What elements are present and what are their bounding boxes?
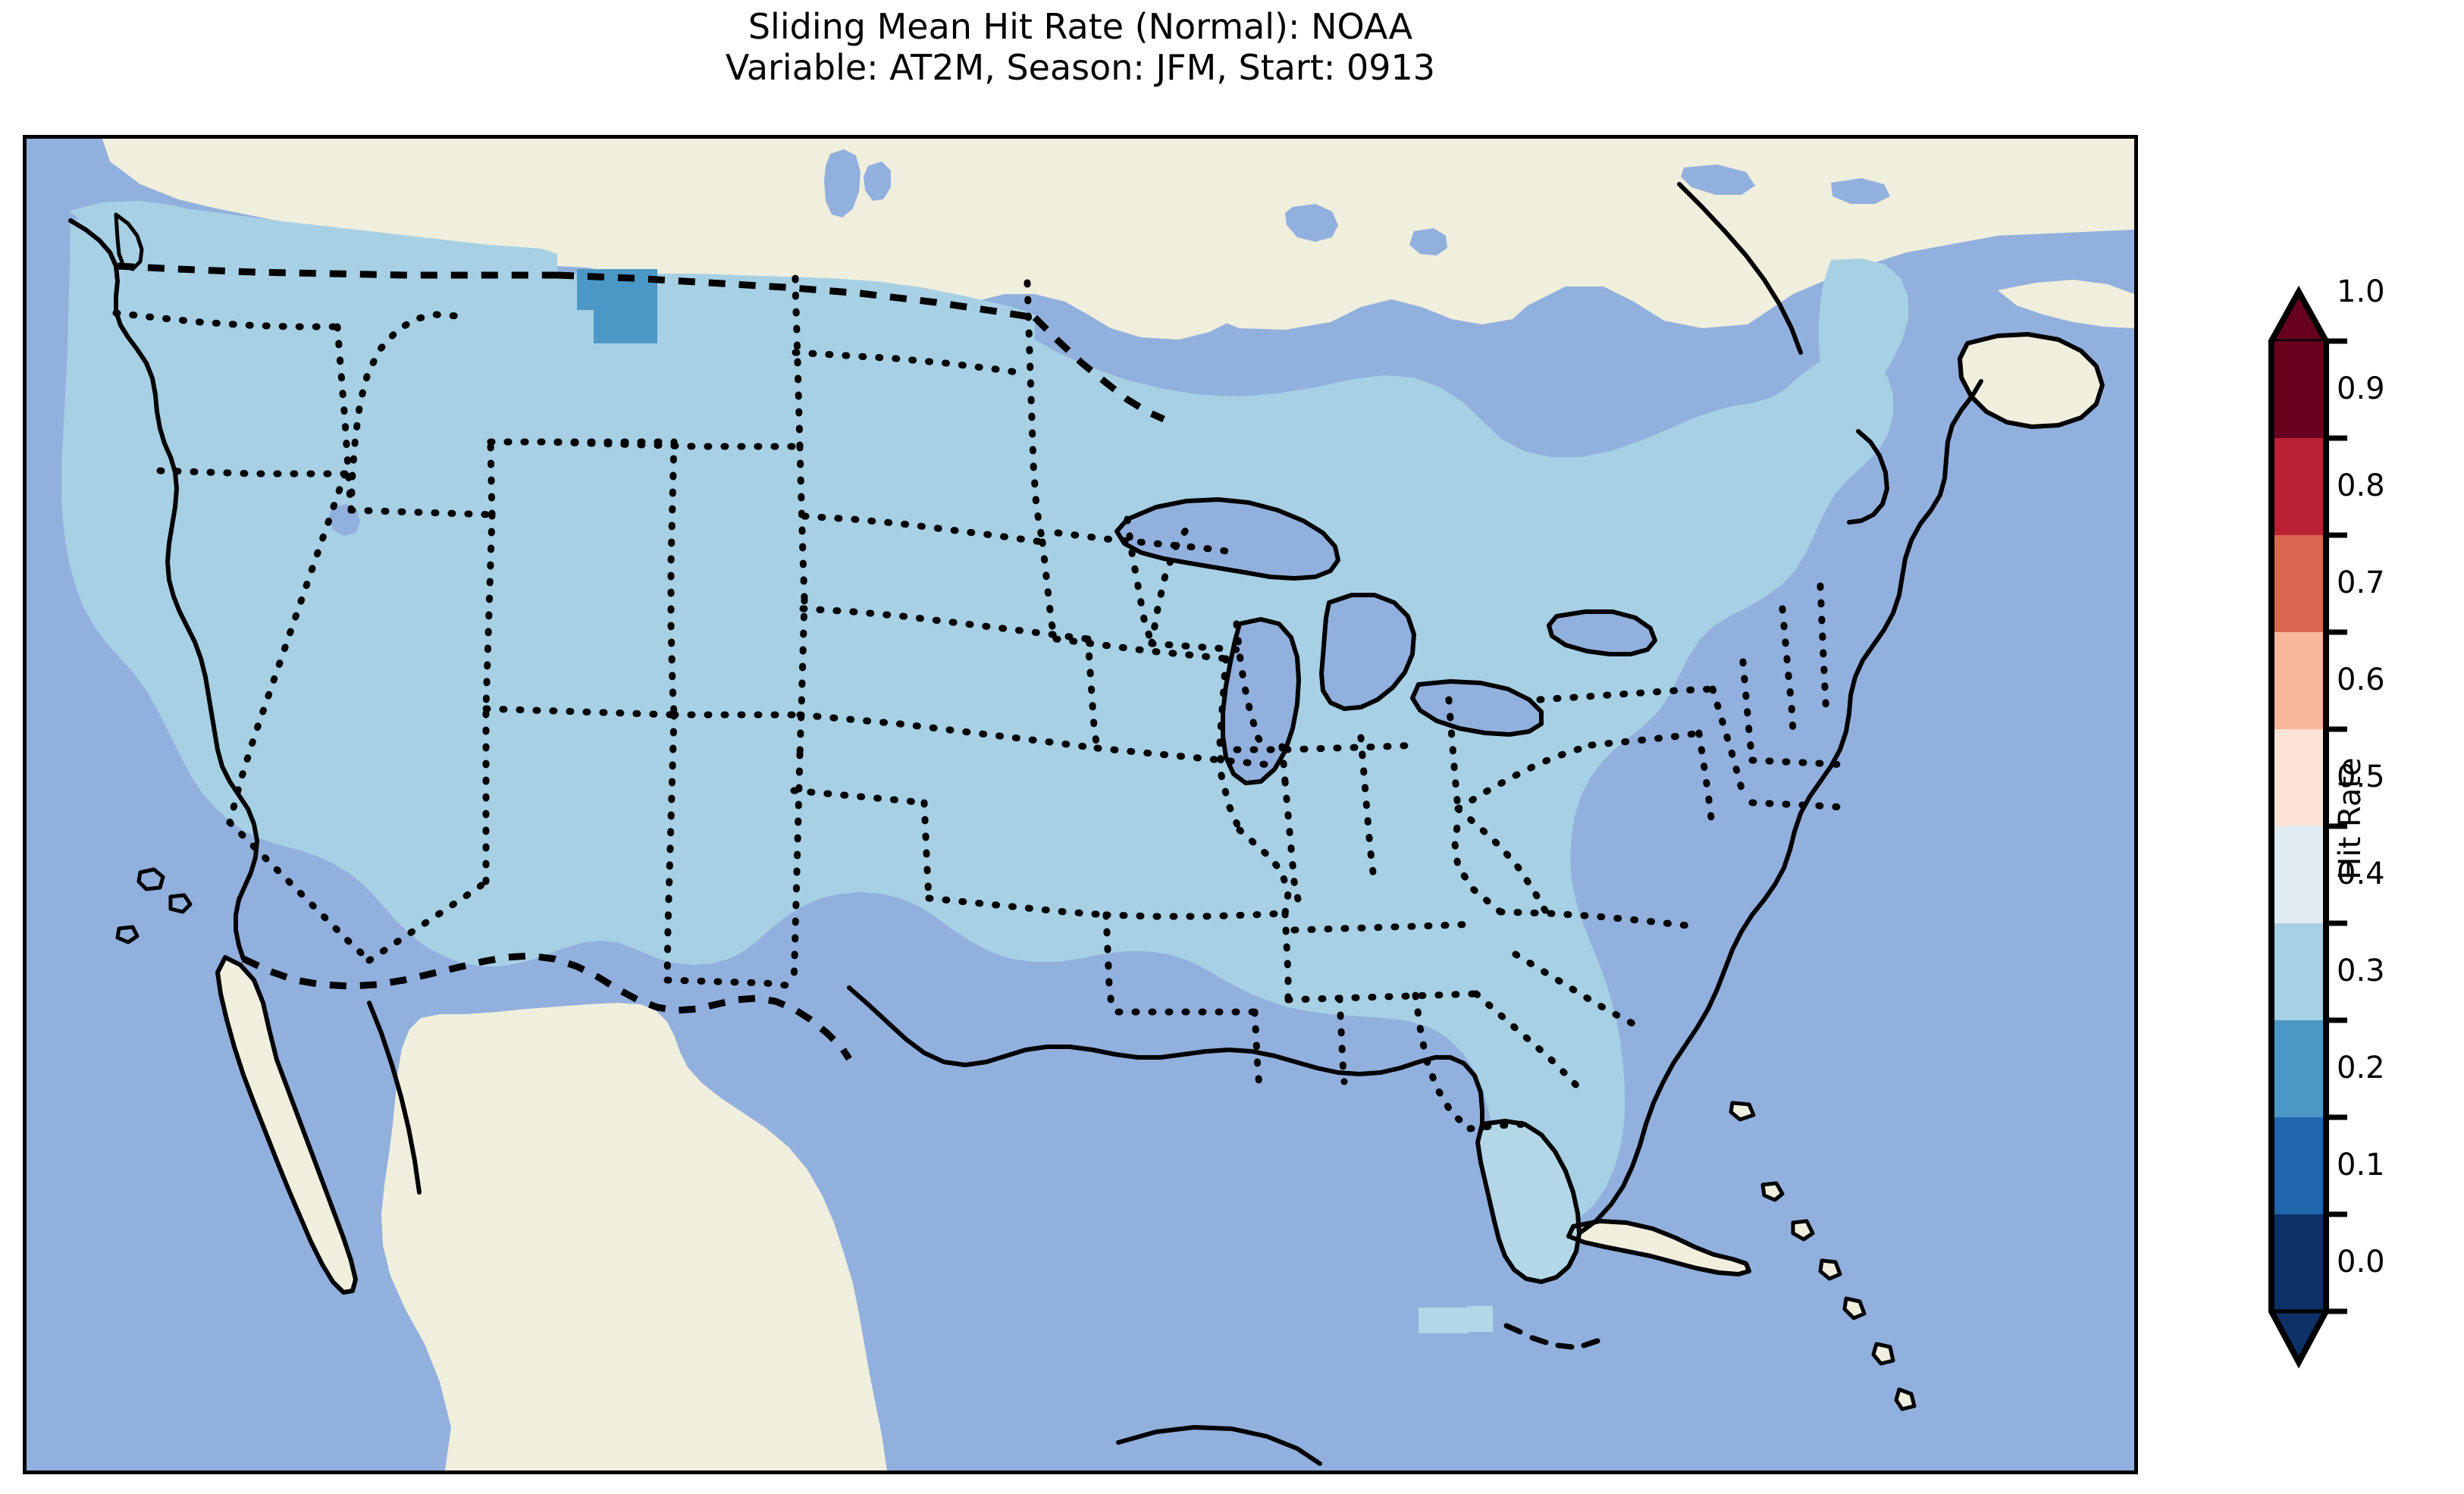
great-lakes-layer xyxy=(328,149,1890,783)
conus-hitrate-band-03-04 xyxy=(61,204,1893,1230)
colorbar-tick-0-4: 0.4 xyxy=(2337,857,2385,891)
map-graphic xyxy=(27,139,2134,1471)
country-border-layer xyxy=(117,262,1165,1061)
channel-island-c xyxy=(115,925,140,944)
canadian-lake-b xyxy=(1681,164,1755,195)
colorbar-band-09-10 xyxy=(2271,341,2326,438)
colorbar-under-arrow xyxy=(2268,1309,2330,1367)
lake-superior-shore xyxy=(1114,497,1340,581)
canada-land xyxy=(102,139,2134,340)
chart-title: Sliding Mean Hit Rate (Normal): NOAA Var… xyxy=(23,6,2138,89)
lake-huron-shore xyxy=(1319,593,1416,711)
channel-island-b xyxy=(168,893,193,914)
colorbar-ticks xyxy=(2326,338,2347,1314)
lake-winnipegosis xyxy=(864,161,891,201)
colorbar-tick-0-1: 0.1 xyxy=(2337,1148,2385,1182)
florida-coastline xyxy=(1475,1119,1582,1284)
colorbar-band-08-09 xyxy=(2271,438,2326,535)
colorbar-band-00-01 xyxy=(2271,1214,2326,1311)
colorbar[interactable]: 1.0 0.9 0.8 0.7 0.6 0.5 0.4 0.3 0.2 0.1 … xyxy=(2268,274,2385,1369)
gulf-california-coast xyxy=(367,1001,422,1195)
canada-upper-midwest xyxy=(1027,274,1535,330)
colorbar-tick-0-2: 0.2 xyxy=(2337,1051,2385,1085)
map-plot-area xyxy=(27,139,2134,1471)
baja-california xyxy=(218,957,356,1292)
pei-newfoundland xyxy=(1998,280,2134,328)
lake-erie-shore xyxy=(1410,679,1544,737)
colorbar-graphic xyxy=(2268,285,2347,1369)
colorbar-tick-0-5: 0.5 xyxy=(2337,760,2385,794)
mexico-land xyxy=(381,1003,887,1471)
colorbar-tick-0-8: 0.8 xyxy=(2337,468,2385,503)
florida-keys-cells xyxy=(1419,1306,1493,1333)
lake-winnipeg xyxy=(824,149,861,218)
nova-scotia xyxy=(1960,334,2102,427)
colorbar-band-05-06 xyxy=(2271,729,2326,826)
title-line-1: Sliding Mean Hit Rate (Normal): NOAA xyxy=(748,6,1413,47)
florida-hitrate-cell xyxy=(1478,1121,1579,1282)
baja-coastline xyxy=(215,955,358,1295)
colorbar-band-06-07 xyxy=(2271,632,2326,729)
yucatan-coast xyxy=(1116,1425,1322,1466)
nova-scotia-coastline xyxy=(1958,332,2105,429)
land-nodata-layer xyxy=(102,139,2134,1471)
lake-ontario xyxy=(1549,612,1655,654)
coastline-layer xyxy=(68,182,2105,1466)
channel-island-a xyxy=(136,867,165,891)
colorbar-band-07-08 xyxy=(2271,535,2326,632)
canadian-lake-c xyxy=(1831,178,1890,204)
colorbar-tick-0-0: 0.0 xyxy=(2337,1245,2385,1279)
colorbar-band-02-03 xyxy=(2271,1020,2326,1117)
title-line-2: Variable: AT2M, Season: JFM, Start: 0913 xyxy=(725,47,1436,89)
gulf-coast xyxy=(847,985,1484,1131)
colorbar-tick-0-7: 0.7 xyxy=(2337,565,2385,600)
colorbar-tick-1-0: 1.0 xyxy=(2337,274,2385,309)
cuba-land xyxy=(1569,1221,1749,1274)
hit-rate-raster-layer xyxy=(61,201,1908,1333)
colorbar-band-01-02 xyxy=(2271,1117,2326,1214)
colorbar-over-arrow xyxy=(2268,287,2330,343)
colorbar-band-04-05 xyxy=(2271,826,2326,923)
state-border-layer xyxy=(112,271,1850,1132)
colorbar-band-03-04 xyxy=(2271,923,2326,1020)
atlantic-coastline xyxy=(1577,379,1983,1236)
pacific-coastline xyxy=(68,218,259,961)
maine-hitrate-cell xyxy=(1819,258,1908,436)
colorbar-axis-label: Hit Rate xyxy=(2333,757,2368,880)
puget-sound xyxy=(114,212,144,271)
new-england-coast xyxy=(1847,429,1889,525)
pacific-nw-hitrate-cell xyxy=(69,201,213,251)
st-lawrence-river xyxy=(1677,182,1803,355)
colorbar-tick-0-6: 0.6 xyxy=(2337,662,2385,697)
lake-nipigon xyxy=(1285,204,1338,242)
lake-huron xyxy=(1321,595,1414,709)
lake-ontario-shore xyxy=(1547,609,1657,656)
map-axes[interactable] xyxy=(23,135,2138,1474)
canadian-lake-a xyxy=(1409,228,1447,255)
cuba-coastline xyxy=(1566,1219,1751,1276)
colorbar-tick-0-9: 0.9 xyxy=(2337,371,2385,406)
colorbar-tick-0-3: 0.3 xyxy=(2337,954,2385,988)
